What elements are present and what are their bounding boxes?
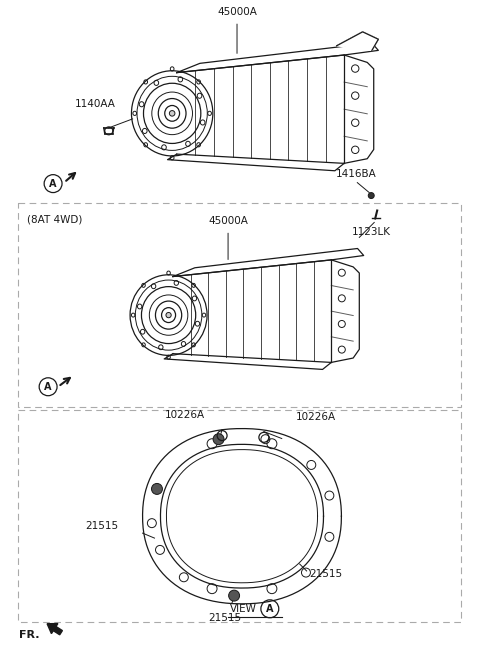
Polygon shape	[337, 32, 378, 50]
Text: VIEW: VIEW	[230, 604, 257, 614]
Circle shape	[152, 483, 162, 495]
Text: A: A	[266, 604, 274, 614]
Text: 10226A: 10226A	[296, 411, 336, 422]
Circle shape	[368, 193, 374, 198]
Text: A: A	[44, 382, 52, 392]
Text: A: A	[49, 179, 57, 189]
Text: 21515: 21515	[85, 521, 118, 531]
Text: 21515: 21515	[208, 613, 241, 623]
Ellipse shape	[169, 111, 175, 116]
Circle shape	[105, 127, 113, 135]
Text: 1140AA: 1140AA	[75, 99, 116, 109]
Text: (8AT 4WD): (8AT 4WD)	[27, 214, 83, 225]
Text: 21515: 21515	[310, 569, 343, 579]
Text: 1416BA: 1416BA	[336, 168, 376, 179]
Ellipse shape	[166, 312, 171, 318]
Text: 1123LK: 1123LK	[351, 227, 390, 237]
FancyArrow shape	[47, 624, 62, 635]
Circle shape	[228, 590, 240, 601]
Text: FR.: FR.	[19, 629, 40, 640]
Circle shape	[213, 434, 224, 445]
Text: 45000A: 45000A	[217, 7, 257, 17]
Text: 45000A: 45000A	[208, 216, 248, 227]
Text: 10226A: 10226A	[165, 409, 205, 420]
